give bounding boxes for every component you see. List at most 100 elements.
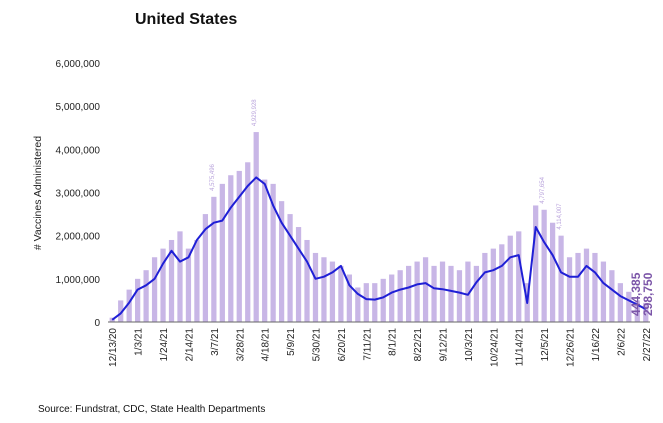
end-data-label: 444,385 <box>629 272 643 316</box>
bar <box>278 201 285 322</box>
y-tick-label: 4,000,000 <box>56 145 101 156</box>
x-axis-ticks: 12/13/20 1/3/21 1/24/21 2/14/21 3/7/21 3/28/2… <box>108 328 653 367</box>
bar <box>185 248 192 322</box>
x-tick-label: 1/16/22 <box>591 328 602 362</box>
bar <box>406 265 412 322</box>
y-axis-ticks: 0 1,000,000 2,000,000 3,000,000 4,000,000 5,0… <box>56 59 101 329</box>
bar <box>490 248 496 322</box>
bar <box>380 278 386 322</box>
x-tick-label: 2/14/21 <box>184 328 195 362</box>
chart-title: United States <box>135 11 237 28</box>
bar <box>414 261 420 322</box>
x-tick-label: 2/6/22 <box>616 328 627 356</box>
bar <box>363 283 369 322</box>
bar <box>634 300 640 322</box>
source-note: Source: Fundstrat, CDC, State Health Dep… <box>38 404 265 415</box>
line-7day-average <box>111 176 647 321</box>
x-tick-label: 3/7/21 <box>210 328 221 356</box>
bar <box>533 205 539 322</box>
x-tick-label: 11/14/21 <box>515 328 526 367</box>
bar <box>295 227 302 322</box>
x-tick-label: 4/18/21 <box>261 328 272 362</box>
bar <box>312 252 319 322</box>
bar <box>126 289 132 322</box>
bar <box>617 283 623 322</box>
bar <box>431 265 437 322</box>
bar <box>516 231 522 322</box>
peak-label: 4,929,928 <box>252 99 258 126</box>
y-tick-label: 2,000,000 <box>56 232 101 243</box>
bar <box>389 274 395 322</box>
peak-labels: 4,575,496 4,929,928 4,797,654 4,114,007 <box>210 99 563 230</box>
bar <box>135 278 141 322</box>
x-tick-label: 12/13/20 <box>108 328 119 367</box>
x-tick-label: 7/11/21 <box>362 328 373 361</box>
x-tick-label: 6/20/21 <box>337 328 348 362</box>
y-tick-label: 6,000,000 <box>56 59 101 70</box>
bar <box>177 231 183 322</box>
bar <box>270 183 276 322</box>
x-tick-label: 12/26/21 <box>566 328 577 367</box>
bar <box>304 239 310 322</box>
bar <box>228 175 234 322</box>
bar <box>338 265 344 322</box>
x-tick-label: 1/24/21 <box>159 328 170 362</box>
bar <box>397 270 403 322</box>
bar <box>422 257 429 322</box>
x-tick-label: 8/1/21 <box>388 328 399 356</box>
bar <box>643 302 649 322</box>
line-series <box>111 176 647 321</box>
peak-label: 4,797,654 <box>540 176 546 203</box>
bar <box>355 287 361 322</box>
bar <box>583 248 590 322</box>
bar <box>456 270 463 322</box>
y-axis-label: # Vaccines Administered <box>32 136 44 250</box>
y-tick-label: 3,000,000 <box>56 189 101 200</box>
bar <box>329 261 336 322</box>
bar <box>168 239 175 322</box>
bar <box>151 257 158 322</box>
bar <box>549 222 556 322</box>
bar <box>609 270 615 322</box>
x-tick-label: 3/28/21 <box>235 328 246 362</box>
x-tick-label: 10/3/21 <box>464 328 475 362</box>
x-tick-label: 10/24/21 <box>489 328 500 367</box>
x-tick-label: 8/22/21 <box>413 328 424 362</box>
peak-label: 4,114,007 <box>557 203 563 230</box>
bar <box>499 244 505 322</box>
peak-label: 4,575,496 <box>210 163 216 190</box>
x-tick-label: 9/12/21 <box>439 328 450 362</box>
bar <box>482 252 488 322</box>
x-tick-label: 2/27/22 <box>642 328 653 362</box>
x-tick-label: 5/9/21 <box>286 328 297 356</box>
bar <box>575 252 581 322</box>
bar <box>287 214 293 322</box>
bar <box>143 270 149 322</box>
bar <box>321 257 327 322</box>
y-tick-label: 5,000,000 <box>56 102 101 113</box>
bar <box>473 265 480 322</box>
y-tick-label: 0 <box>94 318 100 329</box>
bar <box>262 179 268 322</box>
bar <box>465 261 471 322</box>
bar <box>600 261 607 322</box>
bar <box>194 239 200 322</box>
x-tick-label: 5/30/21 <box>311 328 322 362</box>
bar <box>160 248 166 322</box>
bar <box>372 283 378 322</box>
bar <box>626 291 632 322</box>
end-data-label: 298,750 <box>641 272 655 316</box>
bar <box>439 261 446 322</box>
bar <box>558 235 564 322</box>
bar <box>253 132 259 322</box>
bar <box>219 183 225 322</box>
bar <box>211 196 217 322</box>
bar <box>346 274 352 322</box>
bar <box>202 214 209 322</box>
bar <box>448 265 454 322</box>
bar <box>592 252 598 322</box>
bar <box>236 170 242 322</box>
bar <box>245 162 251 322</box>
